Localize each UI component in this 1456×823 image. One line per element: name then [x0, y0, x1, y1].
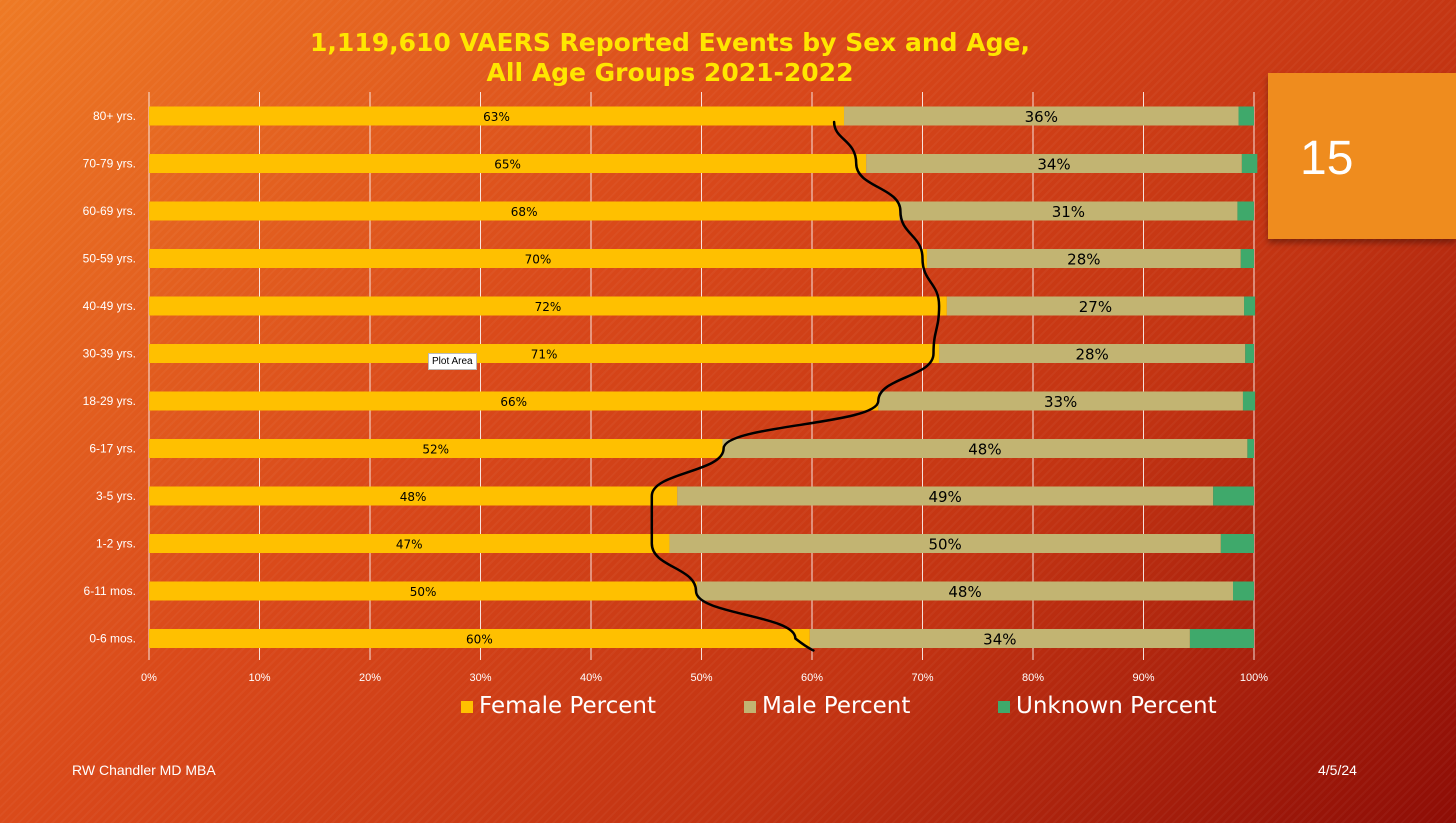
data-label-female: 50%: [410, 585, 437, 599]
bar-segment-unknown: [1213, 486, 1254, 506]
bar-segment-female: [149, 201, 900, 221]
plot-area-tooltip: Plot Area: [428, 353, 477, 370]
y-category-label: 70-79 yrs.: [83, 157, 136, 171]
y-category-label: 40-49 yrs.: [83, 299, 136, 313]
bar-segment-female: [149, 391, 879, 411]
bar-segment-unknown: [1241, 154, 1258, 173]
footer-author: RW Chandler MD MBA: [72, 762, 216, 778]
bar-segment-male: [866, 154, 1242, 173]
data-label-male: 36%: [1025, 108, 1058, 126]
data-label-female: 63%: [483, 110, 510, 124]
x-tick-label: 20%: [359, 672, 381, 684]
data-label-male: 27%: [1079, 298, 1112, 316]
bar-segment-male: [926, 249, 1241, 268]
bar-segment-female: [149, 154, 867, 173]
data-label-female: 71%: [531, 348, 558, 362]
y-category-label: 6-11 mos.: [84, 584, 136, 598]
y-category-label: 30-39 yrs.: [83, 347, 136, 361]
bar-segment-unknown: [1189, 629, 1254, 648]
trend-line: [650, 120, 941, 652]
x-tick-label: 0%: [141, 672, 157, 684]
bar-segment-unknown: [1238, 106, 1254, 126]
data-label-female: 72%: [535, 300, 562, 314]
data-label-female: 66%: [500, 395, 527, 409]
chart-subtitle: All Age Groups 2021-2022: [486, 58, 854, 87]
bar-segment-male: [899, 201, 1238, 221]
chart-legend: Female Percent Male Percent Unknown Perc…: [0, 692, 1456, 722]
data-label-female: 68%: [511, 205, 538, 219]
bar-segment-female: [149, 534, 670, 553]
data-label-male: 28%: [1067, 251, 1100, 269]
bar-segment-female: [149, 439, 723, 458]
legend-label-male: Male Percent: [762, 693, 911, 719]
data-label-female: 52%: [422, 443, 449, 457]
bar-segment-male: [939, 344, 1246, 363]
x-tick-label: 80%: [1022, 672, 1044, 684]
x-tick-label: 30%: [469, 672, 491, 684]
y-category-label: 60-69 yrs.: [83, 204, 136, 218]
bar-segment-female: [149, 629, 810, 648]
bar-segment-male: [809, 629, 1190, 648]
footer-date: 4/5/24: [1318, 762, 1357, 778]
x-tick-label: 10%: [248, 672, 270, 684]
bar-segment-unknown: [1245, 344, 1254, 363]
data-label-female: 47%: [396, 538, 423, 552]
data-label-male: 31%: [1052, 203, 1085, 221]
y-category-label: 6-17 yrs.: [89, 442, 136, 456]
data-label-male: 50%: [928, 536, 961, 554]
x-tick-label: 60%: [801, 672, 823, 684]
bar-segment-unknown: [1240, 249, 1254, 268]
data-label-male: 48%: [968, 441, 1001, 459]
data-label-female: 65%: [494, 158, 521, 172]
x-tick-label: 100%: [1240, 672, 1268, 684]
bar-segment-female: [149, 344, 940, 363]
bar-segment-unknown: [1247, 439, 1254, 458]
bar-segment-unknown: [1244, 296, 1256, 316]
legend-label-female: Female Percent: [479, 693, 657, 719]
x-tick-label: 50%: [690, 672, 712, 684]
bar-segment-female: [149, 296, 947, 316]
y-category-label: 50-59 yrs.: [83, 252, 136, 266]
data-label-male: 49%: [928, 488, 961, 506]
x-tick-label: 90%: [1132, 672, 1154, 684]
legend-swatch-male: [744, 701, 756, 713]
x-tick-label: 40%: [580, 672, 602, 684]
bar-segment-female: [149, 249, 927, 268]
bar-segment-male: [677, 486, 1214, 506]
bar-segment-female: [149, 581, 698, 601]
chart-title: 1,119,610 VAERS Reported Events by Sex a…: [310, 28, 1030, 57]
data-label-male: 48%: [948, 583, 981, 601]
data-label-female: 48%: [400, 490, 427, 504]
data-label-female: 60%: [466, 633, 493, 647]
bar-segment-unknown: [1233, 581, 1254, 601]
slide-number-box: 15: [1268, 73, 1456, 239]
legend-label-unknown: Unknown Percent: [1016, 693, 1217, 719]
y-category-label: 18-29 yrs.: [83, 394, 136, 408]
y-category-label: 0-6 mos.: [89, 632, 136, 646]
data-label-female: 70%: [525, 253, 552, 267]
y-category-label: 3-5 yrs.: [96, 489, 136, 503]
legend-swatch-unknown: [998, 701, 1010, 713]
bar-segment-male: [669, 534, 1221, 553]
bar-segment-unknown: [1220, 534, 1254, 553]
data-label-male: 34%: [983, 631, 1016, 649]
bar-segment-male: [878, 391, 1243, 411]
bar-segment-female: [149, 486, 678, 506]
bar-segment-unknown: [1237, 201, 1254, 221]
bar-segment-male: [697, 581, 1234, 601]
data-label-male: 33%: [1044, 393, 1077, 411]
data-label-male: 34%: [1037, 156, 1070, 174]
bar-segment-male: [722, 439, 1248, 458]
legend-swatch-female: [461, 701, 473, 713]
bar-segment-female: [149, 106, 845, 126]
bar-segment-male: [946, 296, 1245, 316]
bar-segment-male: [844, 106, 1239, 126]
y-category-label: 1-2 yrs.: [96, 537, 136, 551]
x-tick-label: 70%: [911, 672, 933, 684]
bar-segment-unknown: [1242, 391, 1256, 411]
y-category-label: 80+ yrs.: [93, 109, 136, 123]
data-label-male: 28%: [1075, 346, 1108, 364]
slide-number: 15: [1300, 132, 1354, 185]
